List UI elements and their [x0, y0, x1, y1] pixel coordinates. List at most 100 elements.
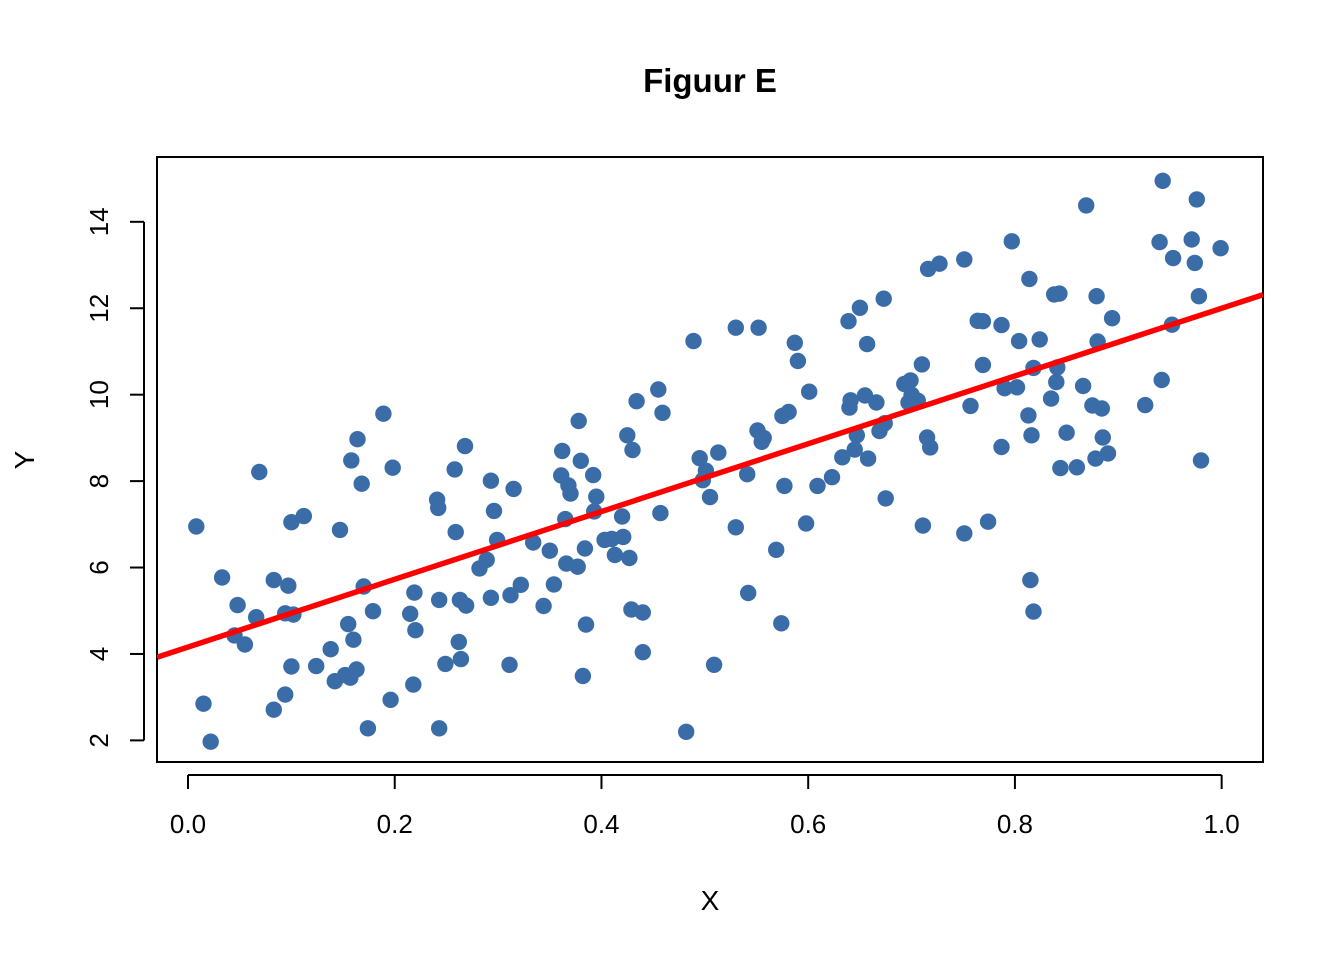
data-point — [1031, 331, 1048, 348]
data-point — [1212, 240, 1229, 257]
data-point — [974, 313, 992, 330]
x-axis-title: X — [701, 885, 720, 916]
data-point — [809, 477, 826, 495]
data-point — [188, 518, 205, 535]
data-point — [773, 615, 790, 632]
data-point — [858, 335, 876, 353]
data-point — [359, 720, 377, 737]
data-point — [1003, 233, 1020, 250]
data-point — [1154, 172, 1171, 189]
x-tick-label: 0.4 — [583, 809, 619, 839]
y-axis-title: Y — [9, 450, 40, 469]
data-point — [902, 372, 919, 389]
data-point — [505, 480, 522, 498]
data-point — [277, 686, 294, 703]
data-point — [634, 644, 651, 661]
points-layer — [188, 172, 1229, 750]
data-point — [456, 437, 474, 455]
line-layer — [157, 292, 1263, 660]
data-point — [1190, 288, 1208, 305]
data-point — [348, 661, 365, 678]
data-point — [202, 733, 219, 750]
data-point — [851, 299, 869, 316]
data-point — [875, 290, 892, 307]
x-tick-label: 1.0 — [1204, 809, 1240, 839]
data-point — [842, 392, 859, 409]
data-point — [1087, 450, 1104, 467]
data-point — [922, 439, 939, 456]
data-point — [701, 488, 719, 506]
data-point — [280, 577, 297, 594]
data-point — [846, 441, 863, 458]
data-point — [525, 534, 542, 551]
data-point — [405, 676, 422, 693]
data-point — [877, 490, 894, 507]
data-point — [996, 380, 1013, 397]
data-point — [485, 502, 503, 520]
data-point — [678, 723, 695, 740]
data-point — [512, 576, 529, 593]
y-tick-label: 14 — [84, 207, 114, 236]
data-point — [654, 404, 671, 421]
data-point — [1058, 424, 1075, 441]
data-point — [914, 517, 932, 534]
data-point — [1093, 400, 1111, 417]
y-tick-label: 8 — [84, 474, 114, 488]
data-point — [340, 615, 357, 633]
data-point — [956, 525, 973, 542]
data-point — [727, 519, 744, 536]
data-point — [634, 604, 651, 621]
data-point — [447, 523, 464, 541]
data-point — [283, 658, 300, 675]
data-point — [727, 319, 744, 336]
data-point — [382, 691, 399, 708]
data-point — [868, 394, 885, 411]
data-point — [569, 558, 586, 575]
data-point — [364, 603, 382, 620]
data-point — [1103, 310, 1121, 327]
data-point — [1164, 249, 1182, 267]
data-point — [801, 383, 818, 400]
data-point — [1153, 371, 1170, 389]
data-point — [1048, 373, 1065, 391]
data-point — [859, 450, 877, 467]
x-tick-label: 0.6 — [790, 809, 826, 839]
data-point — [797, 515, 815, 532]
data-point — [535, 597, 552, 615]
data-point — [1010, 332, 1028, 350]
data-point — [1151, 233, 1168, 251]
data-point — [1021, 270, 1038, 288]
data-point — [1088, 288, 1105, 305]
data-point — [786, 334, 803, 351]
data-point — [931, 255, 948, 272]
data-point — [993, 316, 1010, 334]
data-point — [236, 636, 254, 653]
data-point — [570, 412, 587, 430]
data-point — [691, 450, 708, 467]
data-point — [823, 469, 841, 486]
data-point — [1137, 396, 1154, 414]
data-point — [1025, 603, 1042, 620]
data-point — [615, 528, 632, 546]
data-point — [979, 513, 997, 530]
x-tick-label: 0.0 — [170, 809, 206, 839]
data-point — [229, 596, 246, 614]
data-point — [1068, 459, 1086, 476]
data-point — [1042, 390, 1060, 407]
data-point — [789, 352, 807, 370]
data-point — [739, 466, 756, 483]
data-point — [446, 461, 463, 478]
data-point — [1186, 254, 1204, 272]
data-point — [375, 405, 392, 422]
data-point — [1074, 377, 1092, 395]
data-point — [650, 381, 667, 398]
data-point — [1099, 445, 1117, 462]
data-point — [1192, 452, 1210, 469]
data-point — [562, 485, 579, 502]
chart-title: Figuur E — [643, 62, 777, 99]
data-point — [588, 488, 605, 505]
data-point — [345, 631, 362, 648]
data-point — [619, 427, 636, 444]
data-point — [776, 477, 793, 495]
